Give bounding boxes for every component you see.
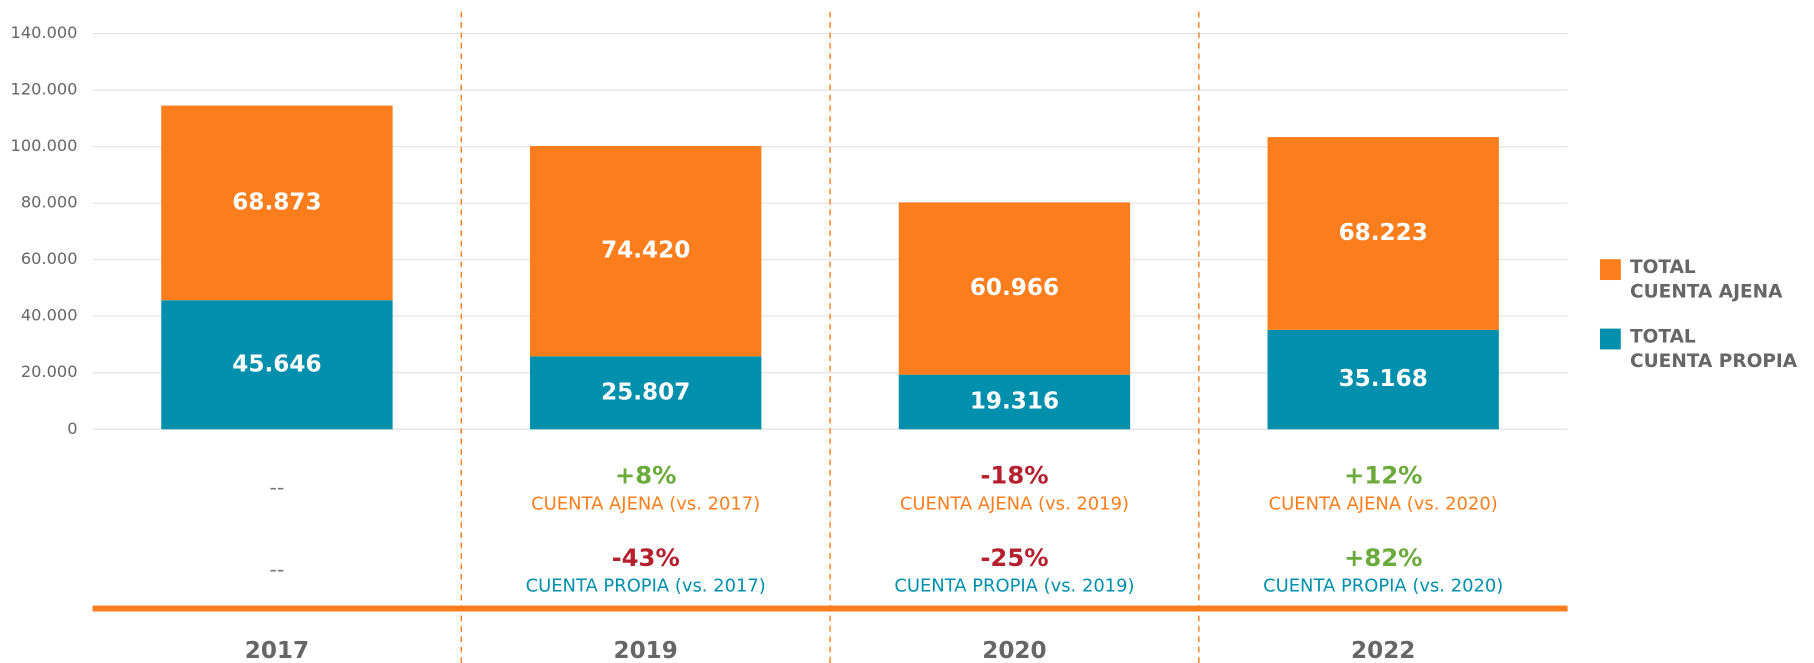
change-value: -43% (612, 543, 680, 572)
legend-swatch (1599, 259, 1621, 281)
change-value: +12% (1344, 461, 1422, 490)
change-value: -18% (980, 461, 1048, 490)
y-tick-label: 120.000 (11, 80, 78, 99)
legend-entry: TOTAL CUENTA AJENA (1630, 255, 1783, 302)
bar-segment (898, 202, 1131, 375)
bar-segment (529, 146, 762, 357)
change-label: CUENTA AJENA (vs. 2017) (531, 493, 760, 514)
data-label: 25.807 (601, 379, 690, 405)
bar-segment (161, 300, 393, 430)
change-label: CUENTA AJENA (vs. 2019) (900, 493, 1129, 514)
change-value: -- (269, 557, 284, 581)
data-label: 45.646 (232, 351, 321, 377)
data-label: 68.873 (232, 189, 321, 215)
change-value: -- (269, 475, 284, 499)
data-label: 35.168 (1339, 366, 1428, 392)
data-label: 74.420 (601, 238, 690, 264)
legend-label: TOTAL CUENTA PROPIA (1630, 325, 1798, 372)
y-tick-label: 100.000 (11, 136, 78, 155)
y-tick-label: 140.000 (11, 23, 78, 42)
y-tick-label: 80.000 (21, 193, 78, 212)
change-label: CUENTA AJENA (vs. 2020) (1269, 493, 1498, 514)
legend-swatch (1599, 328, 1621, 350)
x-tick-label: 2022 (1351, 638, 1415, 663)
y-tick-label: 0 (67, 419, 77, 438)
change-label: CUENTA PROPIA (vs. 2017) (526, 576, 766, 597)
change-value: +8% (615, 461, 677, 490)
change-value: -25% (980, 543, 1048, 572)
y-tick-label: 20.000 (21, 362, 78, 381)
bar-segment (1267, 329, 1499, 430)
y-tick-label: 60.000 (21, 249, 78, 268)
x-tick-label: 2020 (982, 638, 1046, 663)
y-tick-label: 40.000 (21, 306, 78, 325)
data-label: 60.966 (970, 275, 1059, 301)
bar-segment (1267, 137, 1499, 330)
bar-segment (898, 374, 1131, 430)
legend-entry: TOTAL CUENTA PROPIA (1630, 325, 1798, 372)
change-label: CUENTA PROPIA (vs. 2019) (894, 576, 1134, 597)
bar-segment (529, 356, 762, 430)
data-label: 68.223 (1339, 220, 1428, 246)
data-label: 19.316 (970, 388, 1059, 414)
x-tick-label: 2017 (245, 638, 309, 663)
legend-label: TOTAL CUENTA AJENA (1630, 255, 1783, 302)
bar-segment (161, 105, 393, 301)
change-value: +82% (1344, 543, 1422, 572)
x-tick-label: 2019 (614, 638, 678, 663)
change-label: CUENTA PROPIA (vs. 2020) (1263, 576, 1503, 597)
